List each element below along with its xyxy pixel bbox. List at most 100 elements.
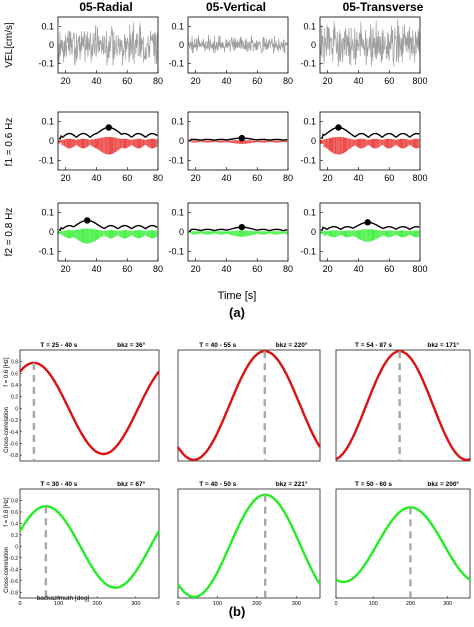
- velocity-trace: [57, 22, 158, 66]
- y-tick-label: 0: [49, 40, 54, 50]
- cc-x-tick-label: 100: [369, 601, 378, 607]
- x-tick-label: 80: [283, 76, 293, 86]
- x-tick-label: 20: [61, 76, 71, 86]
- cc-panel-frame: [19, 488, 160, 599]
- y-tick-label: 0: [311, 227, 316, 237]
- column-title-transverse: 05-Transverse: [343, 0, 424, 14]
- cc-y-tick-label: 0.4: [11, 383, 18, 389]
- cc-window-label: T = 50 - 60 s: [355, 481, 392, 488]
- cc-bkz-label: bkz = 36°: [117, 341, 145, 349]
- x-tick-label: 60: [384, 173, 394, 183]
- cc-panel-r0-c2: T = 54 - 87 s bkz = 171°: [335, 341, 471, 462]
- y-tick-label: 0: [311, 40, 316, 50]
- envelope-peak-point: [84, 217, 91, 224]
- x-tick-label: 20: [323, 76, 333, 86]
- x-tick-label: 20: [191, 173, 201, 183]
- filtered-trace: [320, 136, 420, 155]
- cc-panel-r1-c1: T = 40 - 50 s bkz = 221° 0 100 200 300: [176, 480, 321, 607]
- y-tick-label: 0.1: [41, 117, 54, 127]
- panel-frame: [57, 16, 159, 74]
- cc-window-label: T = 25 - 40 s: [40, 342, 77, 349]
- x-tick-label: 80: [153, 173, 163, 183]
- x-tick-label: 60: [122, 173, 132, 183]
- row-label-velocity: VEL[cm/s]: [4, 22, 15, 68]
- waveform-panel-r0-c0: 0.1 0 -0.1 20 40 60 80: [38, 16, 163, 86]
- x-tick-label: 60: [122, 264, 132, 274]
- x-tick-label: 20: [323, 264, 333, 274]
- x-tick-label: 40: [221, 264, 231, 274]
- cc-x-tick-label: 0: [334, 601, 337, 607]
- bottom-row-label-f2: f = 0.8 [Hz]: [4, 497, 10, 527]
- cc-x-tick-label: 300: [131, 601, 140, 607]
- cc-y-tick-label: 0.6: [11, 510, 18, 516]
- filtered-trace: [58, 228, 158, 244]
- panel-label-b: (b): [229, 604, 246, 619]
- cc-panel-frame: [335, 349, 471, 462]
- x-tick-label: 80: [283, 173, 293, 183]
- y-tick-label: 0.1: [41, 208, 54, 218]
- bottom-panel-grid: T = 25 - 40 s bkz = 36° 0.8 0.6 0.4 0.2 0 -0.2 -…: [9, 341, 471, 607]
- x-tick-label: 60: [122, 76, 132, 86]
- cc-x-tick-label: 300: [292, 601, 301, 607]
- y-tick-label: 0: [49, 136, 54, 146]
- cc-bkz-label: bkz = 220°: [276, 341, 308, 349]
- y-tick-label: 0: [179, 136, 184, 146]
- filtered-trace: [188, 230, 288, 237]
- x-tick-label: 800: [412, 76, 427, 86]
- cc-bkz-label: bkz = 171°: [427, 341, 459, 349]
- cc-window-label: T = 30 - 40 s: [40, 481, 77, 488]
- waveform-panel-r2-c0: 0.1 0 -0.1 20 40 60 80: [38, 202, 163, 274]
- x-tick-label: 20: [323, 173, 333, 183]
- cc-y-tick-label: 0.8: [11, 498, 18, 504]
- column-title-vertical: 05-Vertical: [206, 0, 266, 14]
- velocity-trace: [187, 34, 288, 54]
- cc-x-tick-label: 200: [406, 601, 415, 607]
- filtered-trace: [58, 136, 158, 155]
- x-tick-label: 40: [91, 173, 101, 183]
- envelope-line: [188, 137, 288, 142]
- x-tick-label: 60: [252, 264, 262, 274]
- waveform-panel-r0-c2: 0.1 0 -0.1 20 40 60 800: [300, 16, 428, 86]
- x-tick-label: 40: [221, 76, 231, 86]
- envelope-peak-point: [238, 223, 246, 231]
- envelope-line: [58, 219, 158, 231]
- y-tick-label: 0.1: [303, 21, 316, 31]
- row-label-f2: f2 = 0.8 Hz: [4, 208, 15, 257]
- waveform-panel-r1-c1: 0.1 0 -0.1 20 40 60 80: [168, 111, 293, 183]
- cc-y-tick-label: 0.8: [11, 360, 18, 366]
- cc-curve: [18, 505, 161, 589]
- x-tick-label: 20: [61, 264, 71, 274]
- top-xlabel: Time [s]: [218, 290, 257, 302]
- x-tick-label: 60: [252, 173, 262, 183]
- y-tick-label: 0.1: [303, 208, 316, 218]
- envelope-peak-point: [364, 219, 371, 226]
- cc-curve: [177, 493, 321, 598]
- envelope-peak-point: [105, 124, 112, 131]
- waveform-panel-r0-c1: 0.1 0 -0.1 20 40 60 80: [168, 16, 293, 86]
- y-tick-label: 0.1: [171, 21, 184, 31]
- cc-bkz-label: bkz = 200°: [427, 480, 459, 488]
- cc-window-label: T = 54 - 87 s: [355, 342, 392, 349]
- x-tick-label: 60: [384, 76, 394, 86]
- cc-curve: [19, 361, 160, 456]
- y-tick-label: -0.1: [168, 246, 184, 256]
- x-tick-label: 80: [153, 76, 163, 86]
- bottom-ylabel-2: Cross-correlation: [4, 547, 10, 593]
- cc-panel-r1-c0: T = 30 - 40 s bkz = 67° 0.8 0.6 0.4 0.2 0 -0.2 -…: [9, 480, 161, 607]
- x-tick-label: 20: [191, 264, 201, 274]
- y-tick-label: -0.1: [300, 155, 316, 165]
- cc-window-label: T = 40 - 55 s: [199, 342, 236, 349]
- x-tick-label: 20: [191, 76, 201, 86]
- cc-y-tick-label: 0.4: [11, 521, 18, 527]
- y-tick-label: 0.1: [303, 117, 316, 127]
- y-tick-label: 0: [179, 40, 184, 50]
- y-tick-label: -0.1: [38, 246, 54, 256]
- cc-bkz-label: bkz = 67°: [117, 480, 145, 488]
- waveform-panel-r1-c0: 0.1 0 -0.1 20 40 60 80: [38, 111, 163, 183]
- cc-y-tick-label: -0.4: [9, 567, 18, 573]
- cc-panel-frame: [177, 349, 321, 462]
- cc-y-tick-label: 0.6: [11, 371, 18, 377]
- cc-y-tick-label: -0.6: [9, 441, 18, 447]
- waveform-panel-r2-c1: 0.1 0 -0.1 20 40 60 80: [168, 202, 293, 274]
